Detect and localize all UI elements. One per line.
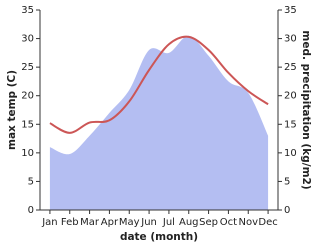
y-tick-label: 30 [21,34,34,45]
y2-tick-label: 35 [284,5,297,16]
y2-tick-label: 25 [284,62,297,73]
y2-axis-title: med. precipitation (kg/m2) [300,30,312,189]
x-tick-label: Mar [80,217,100,228]
y-tick-label: 25 [21,62,34,73]
y-tick-label: 15 [21,119,34,130]
x-tick-label: Feb [61,217,79,228]
precipitation-area [49,35,269,211]
x-tick-label: Nov [238,217,258,228]
y-axis-title: max temp (C) [6,70,18,150]
y2-tick-label: 5 [284,176,290,187]
y-tick-label: 10 [21,148,34,159]
x-tick-label: May [119,217,140,228]
x-tick-label: Jul [162,217,175,228]
y2-tick-label: 20 [284,91,297,102]
y-tick-label: 5 [28,176,34,187]
x-tick-label: Jan [41,217,57,228]
temperature-line [49,35,269,134]
x-tick-label: Jun [140,217,157,228]
x-tick-label: Sep [199,217,218,228]
x-tick-label: Dec [258,217,277,228]
x-tick-label: Apr [101,217,119,228]
y-tick-label: 0 [28,205,34,216]
x-tick-label: Aug [179,217,199,228]
y-tick-label: 35 [21,5,34,16]
x-tick-label: Oct [220,217,237,228]
y2-tick-label: 15 [284,119,297,130]
y-tick-label: 20 [21,91,34,102]
y2-tick-label: 30 [284,34,297,45]
y2-tick-label: 0 [284,205,290,216]
x-axis-title: date (month) [120,231,198,243]
y2-tick-label: 10 [284,148,297,159]
